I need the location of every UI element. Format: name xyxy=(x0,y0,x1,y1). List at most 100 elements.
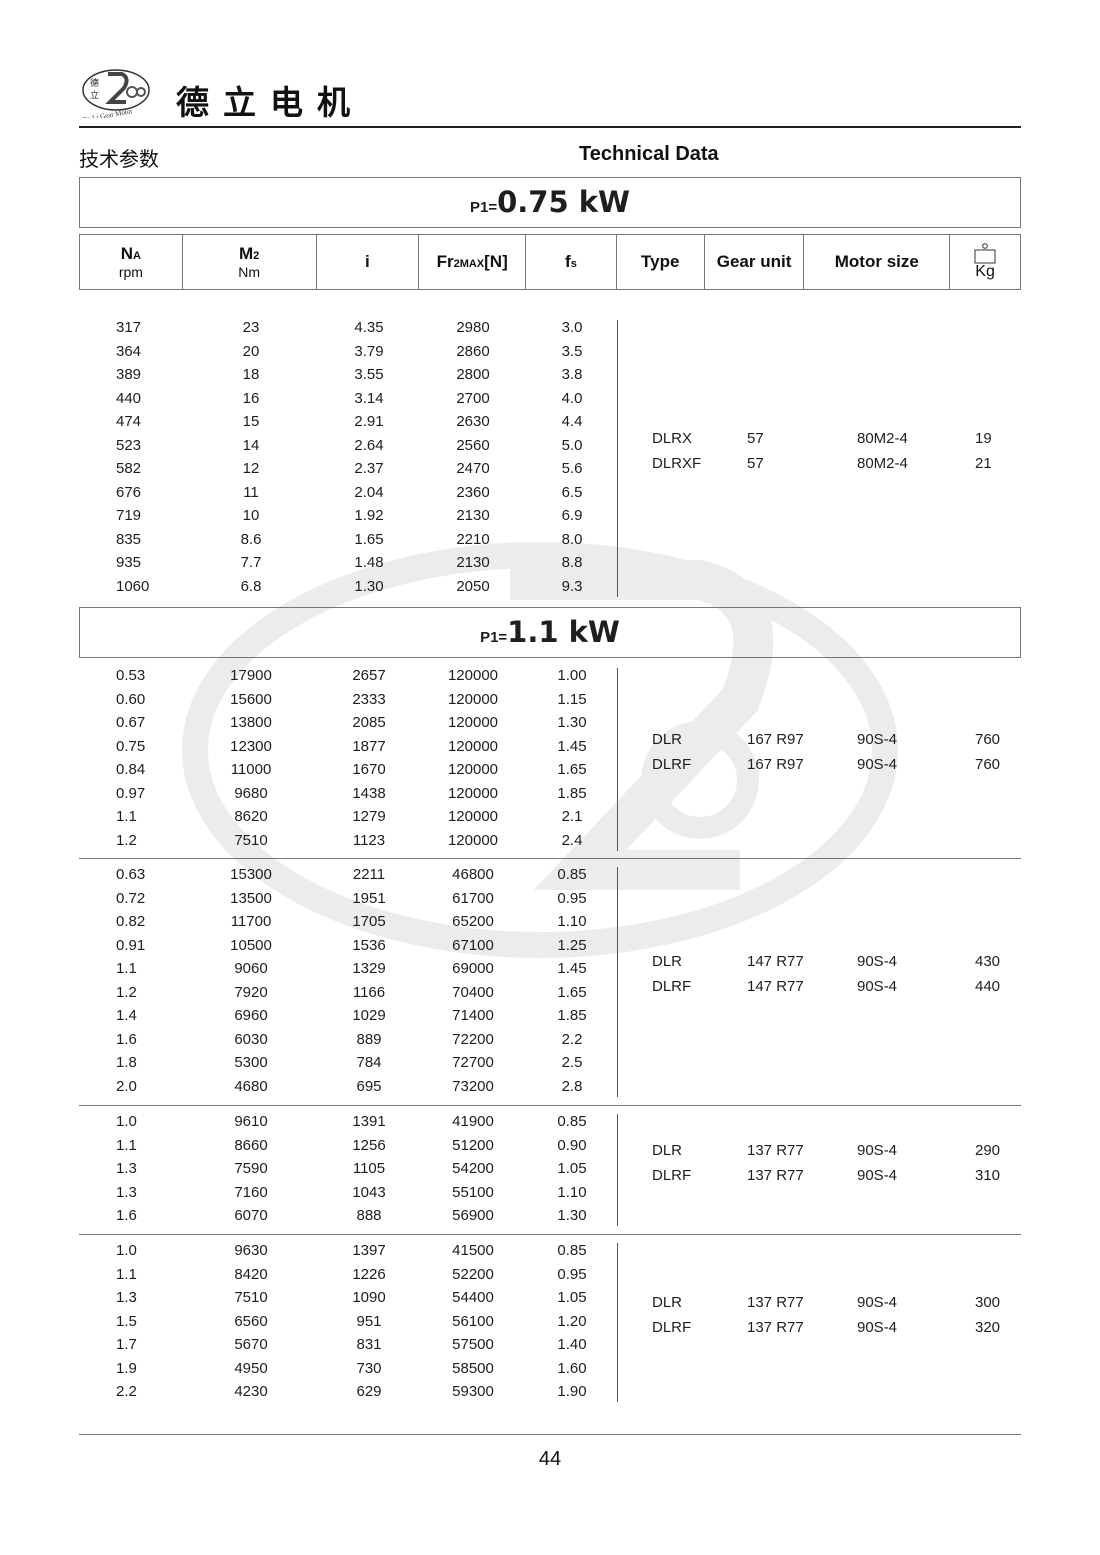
torque-cell: 16 xyxy=(242,389,260,407)
ratio-cell: 1.92 xyxy=(354,507,384,524)
gear-unit-cell: 147 R77 xyxy=(747,978,804,996)
radial-load-cell: 2980 xyxy=(456,319,490,336)
service-factor-cell: 3.0 xyxy=(561,319,583,336)
speed-cell: 0.67 xyxy=(116,714,146,731)
radial-load-cell: 2130 xyxy=(456,507,490,524)
ratio-cell: 1090 xyxy=(352,1289,386,1306)
motor-size-cell: 90S-4 xyxy=(857,755,898,773)
radial-load-cell: 72200 xyxy=(452,1030,494,1048)
ratio-cell: 1123 xyxy=(352,831,386,849)
service-factor-cell: 1.85 xyxy=(557,784,587,802)
speed-cell: 1.8 xyxy=(116,1054,137,1071)
speed-cell: 676 xyxy=(116,483,142,501)
torque-cell: 7920 xyxy=(234,983,268,1001)
gear-unit-cell: 137 R77 xyxy=(747,1319,804,1336)
speed-cell: 317 xyxy=(116,319,142,336)
service-factor-cell: 3.5 xyxy=(561,342,583,360)
table-header: NA rpm M2 Nm i Fr2MAX[N] fs Type Gear un… xyxy=(79,234,1021,290)
speed-cell: 0.97 xyxy=(116,784,146,802)
radial-load-cell: 120000 xyxy=(447,831,499,849)
radial-load-cell: 120000 xyxy=(447,737,499,755)
ratio-cell: 1.65 xyxy=(354,530,384,548)
weight-cell: 430 xyxy=(975,953,1001,971)
title-english: Technical Data xyxy=(579,143,719,165)
radial-load-cell: 120000 xyxy=(447,690,499,708)
column-divider xyxy=(617,668,618,851)
speed-cell: 474 xyxy=(116,413,142,430)
torque-cell: 11700 xyxy=(230,913,272,930)
type-cell: DLRX xyxy=(652,429,693,447)
ratio-cell: 1670 xyxy=(352,761,386,778)
service-factor-cell: 3.8 xyxy=(561,366,583,383)
col-header-motor-size: Motor size xyxy=(804,235,951,289)
speed-cell: 2.2 xyxy=(116,1383,137,1400)
radial-load-cell: 56900 xyxy=(452,1207,494,1224)
title-chinese: 技术参数 xyxy=(79,149,159,171)
type-cell: DLRF xyxy=(652,978,692,996)
service-factor-cell: 1.00 xyxy=(557,667,587,684)
speed-cell: 1.1 xyxy=(116,1136,137,1154)
motor-size-cell: 80M2-4 xyxy=(857,429,908,447)
service-factor-cell: 2.1 xyxy=(561,808,583,825)
speed-cell: 582 xyxy=(116,460,142,477)
torque-cell: 6070 xyxy=(234,1207,268,1224)
ratio-cell: 831 xyxy=(356,1336,382,1353)
service-factor-cell: 1.65 xyxy=(557,983,587,1001)
service-factor-cell: 1.10 xyxy=(557,1183,587,1201)
radial-load-cell: 72700 xyxy=(452,1054,494,1071)
weight-cell: 440 xyxy=(975,978,1001,996)
service-factor-cell: 2.4 xyxy=(561,831,583,849)
ratio-cell: 1105 xyxy=(352,1160,386,1177)
torque-cell: 7590 xyxy=(234,1160,268,1177)
torque-cell: 8.6 xyxy=(240,530,262,548)
ratio-cell: 784 xyxy=(356,1054,382,1071)
speed-cell: 1.1 xyxy=(116,960,137,977)
torque-cell: 12 xyxy=(242,460,260,477)
motor-size-cell: 90S-4 xyxy=(857,953,898,971)
ratio-cell: 3.55 xyxy=(354,366,384,383)
gear-unit-cell: 57 xyxy=(747,429,764,447)
motor-size-cell: 90S-4 xyxy=(857,1141,898,1159)
ratio-cell: 3.14 xyxy=(354,389,384,407)
speed-cell: 1.7 xyxy=(116,1336,137,1353)
torque-cell: 13500 xyxy=(230,889,272,907)
ratio-cell: 1226 xyxy=(352,1265,386,1283)
power-prefix: P1= xyxy=(469,199,498,216)
service-factor-cell: 5.0 xyxy=(561,436,583,454)
service-factor-cell: 1.40 xyxy=(557,1336,587,1353)
gear-unit-cell: 167 R97 xyxy=(747,755,804,773)
svg-text:De Li Gear Motor: De Li Gear Motor xyxy=(82,107,134,118)
radial-load-cell: 41900 xyxy=(452,1113,494,1130)
torque-cell: 18 xyxy=(242,366,260,383)
torque-cell: 15300 xyxy=(230,866,272,883)
torque-cell: 11 xyxy=(243,483,259,501)
ratio-cell: 2.37 xyxy=(354,460,384,477)
brand-name: 德立电机 xyxy=(176,83,364,122)
radial-load-cell: 69000 xyxy=(452,960,494,977)
motor-size-cell: 90S-4 xyxy=(857,1294,898,1311)
type-cell: DLR xyxy=(652,1141,683,1159)
torque-cell: 7160 xyxy=(234,1183,268,1201)
speed-cell: 1.0 xyxy=(116,1113,137,1130)
torque-cell: 4230 xyxy=(234,1383,268,1400)
radial-load-cell: 120000 xyxy=(447,714,499,731)
motor-size-cell: 80M2-4 xyxy=(857,454,908,472)
service-factor-cell: 0.85 xyxy=(557,866,587,883)
col-header-ratio: i xyxy=(317,235,420,289)
ratio-cell: 1391 xyxy=(352,1113,386,1130)
gear-unit-cell: 137 R77 xyxy=(747,1294,804,1311)
radial-load-cell: 54200 xyxy=(452,1160,494,1177)
ratio-cell: 951 xyxy=(356,1312,382,1330)
radial-load-cell: 58500 xyxy=(452,1359,494,1377)
ratio-cell: 2657 xyxy=(352,667,386,684)
speed-cell: 1.9 xyxy=(116,1359,137,1377)
torque-cell: 9630 xyxy=(234,1242,268,1259)
ratio-cell: 1279 xyxy=(352,808,386,825)
ratio-cell: 1397 xyxy=(352,1242,386,1259)
torque-cell: 13800 xyxy=(230,714,272,731)
weight-cell: 760 xyxy=(975,730,1001,748)
speed-cell: 1.6 xyxy=(116,1207,137,1224)
gear-unit-cell: 137 R77 xyxy=(747,1141,804,1159)
torque-cell: 12300 xyxy=(230,737,272,755)
torque-cell: 7510 xyxy=(234,831,268,849)
